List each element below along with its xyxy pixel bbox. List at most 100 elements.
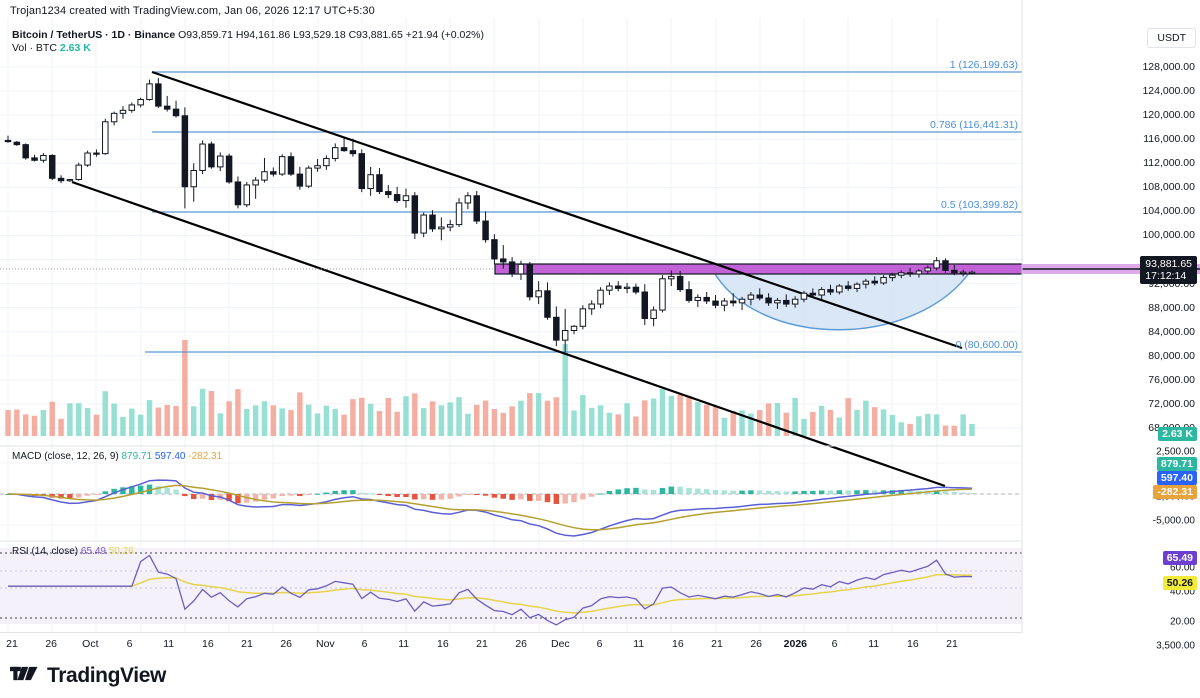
candlestick <box>906 267 914 277</box>
candlestick <box>172 100 180 118</box>
macd-histogram-bar <box>376 494 383 495</box>
volume-bar <box>810 411 816 436</box>
volume-bar <box>792 398 798 436</box>
macd-histogram-bar <box>447 494 453 499</box>
volume-bar <box>111 403 117 436</box>
chart-legend-main: Bitcoin / TetherUS · 1D · Binance O93,85… <box>12 29 484 42</box>
candlestick <box>455 198 463 228</box>
volume-bar <box>84 407 91 436</box>
volume-bar <box>969 423 975 436</box>
time-axis-tick: 16 <box>671 638 684 650</box>
candlestick <box>641 284 649 326</box>
macd-histogram-bar <box>642 489 648 494</box>
price-axis-tick: 108,000.00 <box>1142 181 1195 194</box>
volume-bar <box>624 403 630 436</box>
candlestick <box>75 162 82 181</box>
macd-histogram-bar <box>633 487 639 494</box>
macd-histogram-bar <box>288 494 294 496</box>
time-axis-tick: 21 <box>6 638 18 650</box>
volume-bar <box>845 398 851 436</box>
macd-histogram-bar <box>527 494 533 501</box>
candlestick <box>40 153 47 163</box>
time-axis-tick: 6 <box>361 638 368 650</box>
candlestick <box>420 212 427 238</box>
time-axis-tick: 16 <box>906 638 919 650</box>
volume-bar <box>535 393 542 436</box>
macd-histogram-bar <box>270 494 277 499</box>
legend-rsi-title[interactable]: RSI (14, close) <box>12 546 79 557</box>
rsi-pane <box>0 552 1022 626</box>
candlestick <box>535 281 542 305</box>
volume-bar <box>182 340 188 436</box>
volume-bar <box>942 425 949 436</box>
price-axis-tick: 88,000.00 <box>1148 301 1195 314</box>
macd-histogram-bar <box>102 491 109 494</box>
fib-level-label: 1 (126,199.63) <box>949 59 1018 71</box>
candlestick <box>340 138 348 152</box>
candlestick <box>632 283 640 295</box>
volume-bar <box>925 413 931 436</box>
candlestick <box>951 264 958 276</box>
currency-label[interactable]: USDT <box>1147 28 1196 48</box>
macd-histogram-bar <box>403 494 409 498</box>
macd-histogram-bar <box>120 487 126 494</box>
candlestick <box>747 292 755 306</box>
tradingview-logo[interactable]: TradingView <box>10 664 166 688</box>
macd-histogram-bar <box>907 490 913 494</box>
time-axis[interactable]: 21 26 Oct 6 11 16 21 26 Nov 6 11 16 21 26 Dec 6 11 16 21 26… <box>0 632 1022 657</box>
macd-histogram-bar <box>412 494 418 500</box>
macd-histogram-bar <box>465 494 471 495</box>
candlestick <box>411 192 419 240</box>
candlestick <box>323 155 330 170</box>
volume-bar <box>642 400 648 436</box>
macd-histogram-bar <box>624 488 630 494</box>
macd-histogram-bar <box>845 490 851 494</box>
macd-histogram-bar <box>951 491 958 494</box>
macd-histogram-bar <box>226 494 232 502</box>
last-price-badge: 93,881.65 17:12:14 <box>1140 256 1197 284</box>
legend-symbol[interactable]: Bitcoin / TetherUS · 1D · Binance <box>12 29 176 41</box>
volume-bar <box>146 400 153 436</box>
volume-bar <box>854 409 860 436</box>
candlestick <box>933 257 940 271</box>
candlestick <box>367 166 374 196</box>
macd-histogram-bar <box>695 488 701 494</box>
volume-bar <box>279 408 285 436</box>
legend-macd-value: 879.71 <box>121 451 153 462</box>
candlestick <box>4 135 12 143</box>
volume-bar <box>438 405 445 436</box>
time-axis-tick: 26 <box>45 638 57 650</box>
candlestick <box>402 188 410 208</box>
candlestick <box>898 270 905 279</box>
macd-histogram-bar <box>482 494 489 496</box>
candlestick <box>765 293 772 306</box>
candlestick <box>924 265 932 274</box>
volume-bar <box>712 406 719 436</box>
candlestick <box>827 284 834 296</box>
macd-histogram-bar <box>341 490 347 494</box>
candlestick <box>871 276 878 286</box>
volume-bar <box>40 410 47 436</box>
macd-histogram-bar <box>544 494 551 503</box>
macd-histogram-bar <box>199 494 206 499</box>
macd-histogram-bar <box>739 490 745 494</box>
time-axis-tick: 11 <box>398 638 410 650</box>
macd-histogram-bar <box>668 486 675 494</box>
candlestick <box>482 211 489 243</box>
volume-bar <box>933 414 940 436</box>
price-axis-tick: 112,000.00 <box>1143 157 1195 170</box>
candlestick <box>836 284 843 295</box>
candlestick <box>791 296 799 308</box>
volume-bar <box>951 425 958 436</box>
candlestick <box>526 261 534 301</box>
macd-histogram-bar <box>314 493 321 495</box>
candlestick <box>163 95 171 112</box>
macd-histogram-bar <box>473 494 480 495</box>
candlestick <box>349 138 357 157</box>
macd-histogram-bar <box>553 494 560 504</box>
resistance-zone <box>494 263 1200 275</box>
volume-bar <box>527 393 533 436</box>
macd-signal-badge: 597.40 <box>1156 471 1197 485</box>
legend-macd-title[interactable]: MACD (close, 12, 26, 9) <box>12 451 119 462</box>
